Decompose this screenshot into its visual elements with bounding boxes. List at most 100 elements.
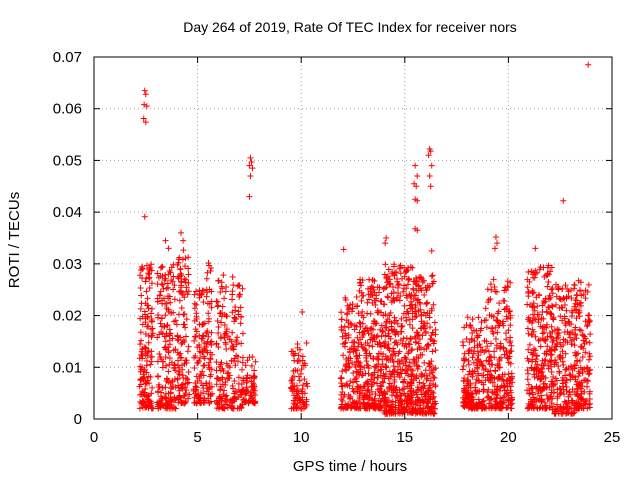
data-point bbox=[164, 405, 171, 412]
data-point bbox=[374, 380, 381, 387]
data-point bbox=[155, 401, 162, 408]
data-point bbox=[530, 300, 537, 307]
data-point bbox=[364, 380, 371, 387]
data-point bbox=[176, 371, 183, 378]
data-point bbox=[246, 193, 253, 200]
data-point bbox=[228, 357, 235, 364]
data-point bbox=[586, 390, 593, 397]
data-point bbox=[372, 301, 379, 308]
y-tick-label: 0.06 bbox=[53, 101, 82, 118]
data-point bbox=[475, 396, 482, 403]
data-point bbox=[343, 363, 350, 370]
data-point bbox=[145, 339, 152, 346]
data-point bbox=[503, 315, 510, 322]
data-point bbox=[559, 354, 566, 361]
data-point bbox=[529, 326, 536, 333]
data-point bbox=[484, 394, 491, 401]
data-point bbox=[295, 387, 302, 394]
data-point bbox=[573, 335, 580, 342]
data-point bbox=[154, 270, 161, 277]
data-point bbox=[149, 384, 156, 391]
data-point bbox=[141, 213, 148, 220]
data-point bbox=[185, 368, 192, 375]
data-point bbox=[402, 358, 409, 365]
data-point bbox=[557, 339, 564, 346]
data-point bbox=[237, 304, 244, 311]
data-point bbox=[534, 361, 541, 368]
data-point bbox=[566, 331, 573, 338]
data-point bbox=[229, 274, 236, 281]
data-point bbox=[557, 386, 564, 393]
data-point bbox=[237, 392, 244, 399]
data-point bbox=[364, 393, 371, 400]
data-point bbox=[381, 301, 388, 308]
data-point bbox=[398, 357, 405, 364]
data-point bbox=[179, 256, 186, 263]
data-point bbox=[415, 363, 422, 370]
data-point bbox=[492, 288, 499, 295]
data-point bbox=[496, 356, 503, 363]
data-point bbox=[396, 387, 403, 394]
data-point bbox=[562, 399, 569, 406]
data-point bbox=[292, 367, 299, 374]
data-point bbox=[562, 337, 569, 344]
data-point bbox=[157, 354, 164, 361]
data-point bbox=[431, 374, 438, 381]
data-point bbox=[407, 385, 414, 392]
data-point bbox=[294, 400, 301, 407]
data-point bbox=[494, 329, 501, 336]
data-point bbox=[368, 397, 375, 404]
data-point bbox=[165, 293, 172, 300]
data-point bbox=[143, 357, 150, 364]
data-point bbox=[389, 398, 396, 405]
data-point bbox=[416, 336, 423, 343]
data-point bbox=[461, 385, 468, 392]
data-point bbox=[525, 288, 532, 295]
data-point bbox=[492, 401, 499, 408]
data-point bbox=[140, 371, 147, 378]
data-point bbox=[577, 364, 584, 371]
data-point bbox=[423, 287, 430, 294]
data-point bbox=[576, 307, 583, 314]
data-point bbox=[428, 305, 435, 312]
data-point bbox=[414, 172, 421, 179]
data-point bbox=[465, 378, 472, 385]
data-point bbox=[348, 403, 355, 410]
data-point bbox=[545, 365, 552, 372]
data-point bbox=[168, 399, 175, 406]
data-point bbox=[572, 330, 579, 337]
data-point bbox=[362, 405, 369, 412]
data-point bbox=[165, 368, 172, 375]
data-point bbox=[532, 333, 539, 340]
data-point bbox=[471, 338, 478, 345]
data-point bbox=[183, 375, 190, 382]
data-point bbox=[491, 375, 498, 382]
data-point bbox=[371, 363, 378, 370]
data-point bbox=[496, 364, 503, 371]
data-point bbox=[147, 374, 154, 381]
data-point bbox=[368, 383, 375, 390]
data-point bbox=[204, 269, 211, 276]
data-point bbox=[398, 315, 405, 322]
data-point bbox=[548, 302, 555, 309]
data-point bbox=[423, 342, 430, 349]
data-point bbox=[477, 358, 484, 365]
data-point bbox=[200, 287, 207, 294]
data-point bbox=[381, 373, 388, 380]
data-point bbox=[164, 401, 171, 408]
data-point bbox=[148, 390, 155, 397]
data-point bbox=[536, 266, 543, 273]
data-point bbox=[176, 297, 183, 304]
data-point bbox=[405, 396, 412, 403]
data-point bbox=[246, 162, 253, 169]
data-point bbox=[171, 318, 178, 325]
data-point bbox=[406, 321, 413, 328]
data-point bbox=[161, 333, 168, 340]
data-point bbox=[299, 394, 306, 401]
data-point bbox=[166, 341, 173, 348]
data-point bbox=[526, 341, 533, 348]
data-point bbox=[146, 266, 153, 273]
plot-frame bbox=[93, 56, 613, 420]
data-point bbox=[382, 402, 389, 409]
data-point bbox=[567, 363, 574, 370]
